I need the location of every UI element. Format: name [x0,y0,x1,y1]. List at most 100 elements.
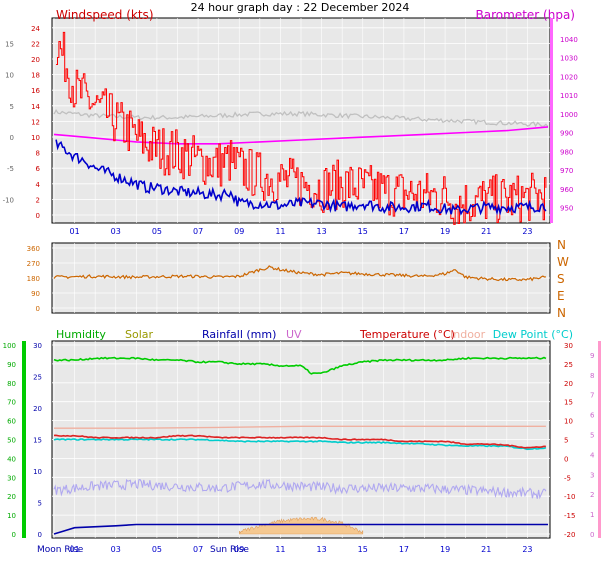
rainfall-line [53,523,548,535]
uv-tick-label: 2 [590,491,594,499]
data-layer: 024681012141618202224-10-505101595096097… [3,25,595,554]
secondary-axis-tick-label: 15 [5,40,14,48]
uv-tick-label: 8 [590,372,594,380]
temperature-line [53,434,546,449]
barometer-axis-bar [550,18,553,223]
uv-tick-label: 1 [590,511,594,519]
barometer-tick-label: 1040 [560,36,578,44]
x-tick-label-lower: 11 [275,545,285,554]
secondary-axis-tick-label: 5 [10,103,14,111]
x-tick-label: 21 [481,227,491,236]
uv-tick-label: 4 [590,451,595,459]
barometer-tick-label: 1020 [560,73,578,81]
barometer-tick-label: 970 [560,167,573,175]
humidity-axis-bar [22,341,26,538]
barometer-axis-label: Barometer (hpa) [476,8,575,22]
secondary-axis-tick-label: -10 [3,196,14,204]
legend-dew-point: Dew Point (°C) [493,328,573,341]
barometer-tick-label: 1000 [560,111,578,119]
windspeed-tick-label: 22 [31,40,40,48]
barometer-tick-label: 980 [560,148,573,156]
humidity-tick-label: 70 [7,399,16,407]
x-tick-label-lower: 19 [440,545,450,554]
temperature-tick-label: 20 [564,380,573,388]
x-tick-label: 07 [193,227,203,236]
compass-label-s: S [557,272,565,286]
temperature-tick-label: 5 [564,437,568,445]
rainfall-tick-label: 25 [33,374,42,382]
windspeed-tick-label: 0 [36,212,40,220]
x-tick-label: 13 [316,227,326,236]
barometer-tick-label: 990 [560,130,573,138]
compass-label-n-top: N [557,238,566,252]
wind-average-line [55,139,547,216]
legend-indoor: Indoor [450,328,486,341]
barometer-tick-label: 950 [560,205,573,213]
humidity-tick-label: 80 [7,380,16,388]
humidity-line [53,356,547,375]
uv-tick-label: 6 [590,412,595,420]
temperature-tick-label: -5 [564,474,571,482]
temperature-tick-label: 15 [564,399,573,407]
moon-rise-label: Moon Rise [37,545,84,555]
rainfall-tick-label: 5 [38,500,42,508]
x-tick-label: 09 [234,227,244,236]
x-tick-label-lower: 23 [522,545,532,554]
temperature-tick-label: -15 [564,512,575,520]
temperature-tick-label: -10 [564,493,575,501]
windspeed-tick-label: 2 [36,196,40,204]
uv-line [53,478,547,500]
windspeed-tick-label: 6 [36,165,41,173]
x-tick-label-lower: 03 [111,545,121,554]
sun-rise-label: Sun Rise [210,545,249,555]
windspeed-tick-label: 14 [31,103,40,111]
secondary-axis-tick-label: -5 [7,165,14,173]
uv-tick-label: 0 [590,531,594,539]
x-tick-label: 23 [522,227,532,236]
windspeed-tick-label: 10 [31,134,40,142]
legend-solar: Solar [125,328,154,341]
uv-axis-bar [598,341,601,538]
temperature-tick-label: 10 [564,418,573,426]
secondary-axis-tick-label: 10 [5,72,14,80]
x-tick-label-lower: 01 [69,545,79,554]
compass-label-e: E [557,289,565,303]
uv-tick-label: 9 [590,352,594,360]
x-tick-label-lower: 15 [358,545,368,554]
uv-tick-label: 7 [590,392,594,400]
barometer-tick-label: 960 [560,186,573,194]
uv-tick-label: 5 [590,432,594,440]
humidity-tick-label: 10 [7,512,16,520]
barometer-reference-line [53,108,549,128]
windspeed-tick-label: 8 [36,150,40,158]
direction-tick-label: 0 [36,305,40,313]
barometer-tick-label: 1030 [560,55,578,63]
rainfall-tick-label: 0 [38,531,42,539]
humidity-tick-label: 40 [7,455,16,463]
direction-tick-label: 270 [27,260,40,268]
x-tick-label-lower: 09 [234,545,244,554]
legend-humidity: Humidity [56,328,106,341]
humidity-tick-label: 60 [7,418,16,426]
chart-title: 24 hour graph day : 22 December 2024 [191,1,410,14]
x-tick-label-lower: 21 [481,545,491,554]
legend-uv: UV [286,328,302,341]
wind-gust-line [56,31,547,225]
x-tick-label: 11 [275,227,285,236]
x-tick-label: 19 [440,227,450,236]
x-tick-label-lower: 13 [316,545,326,554]
indoor-temperature-line [54,425,546,429]
grid-layer [22,18,601,538]
rainfall-tick-label: 15 [33,437,42,445]
x-tick-label: 03 [111,227,121,236]
humidity-tick-label: 20 [7,493,16,501]
direction-tick-label: 360 [27,245,40,253]
compass-label-w: W [557,255,569,269]
temperature-tick-label: 30 [564,342,573,350]
rainfall-tick-label: 30 [33,342,42,350]
temperature-tick-label: 25 [564,361,573,369]
barometer-tick-label: 1010 [560,92,578,100]
humidity-tick-label: 0 [12,531,16,539]
